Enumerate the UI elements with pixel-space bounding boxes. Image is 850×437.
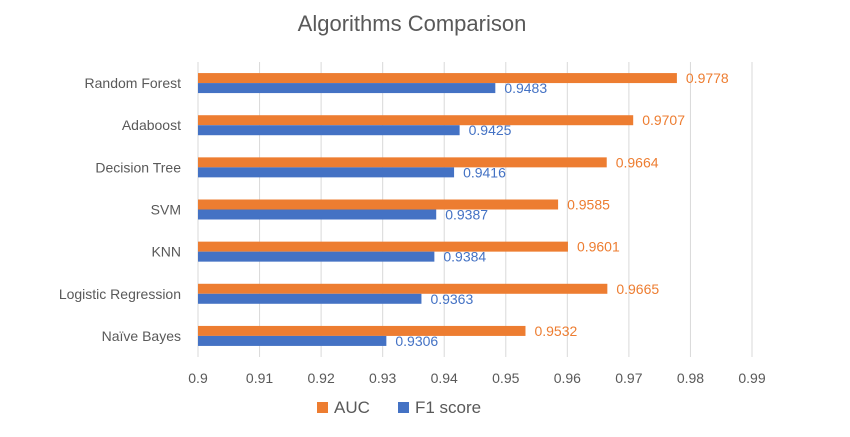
legend-swatch-auc	[317, 402, 328, 413]
x-tick-label: 0.98	[677, 370, 704, 386]
auc-bar-adaboost	[198, 115, 634, 126]
auc-bar-knn	[198, 241, 568, 252]
bars	[198, 73, 677, 346]
x-tick-label: 0.9	[188, 370, 208, 386]
category-label-decision-tree: Decision Tree	[95, 159, 181, 175]
category-label-svm: SVM	[151, 202, 181, 218]
x-tick-label: 0.99	[738, 370, 765, 386]
auc-data-label: 0.9707	[642, 112, 685, 128]
auc-bar-svm	[198, 199, 559, 210]
category-labels: Random Forest Adaboost Decision Tree SVM KNN…	[59, 75, 181, 344]
x-axis-ticks: 0.9 0.91 0.92 0.93 0.94 0.95 0.96 0.97 0.98 0.99	[188, 370, 766, 386]
auc-bar-decision-tree	[198, 157, 607, 168]
f1-score-bar-decision-tree	[198, 167, 455, 178]
auc-bar-naive-bayes	[198, 325, 526, 336]
f1-score-bar-logistic-regression	[198, 293, 422, 304]
f1-score-bar-random-forest	[198, 83, 496, 94]
x-tick-label: 0.97	[615, 370, 642, 386]
x-tick-label: 0.93	[369, 370, 396, 386]
category-label-knn: KNN	[151, 244, 181, 260]
auc-bar-random-forest	[198, 73, 677, 84]
x-tick-label: 0.96	[554, 370, 581, 386]
f1-score-bar-adaboost	[198, 125, 460, 136]
f1-score-data-label: 0.9363	[430, 291, 473, 307]
x-tick-label: 0.94	[431, 370, 458, 386]
legend-swatch-f1-score	[398, 402, 409, 413]
f1-score-data-label: 0.9416	[463, 164, 506, 180]
chart-title: Algorithms Comparison	[298, 11, 527, 36]
f1-score-data-label: 0.9384	[443, 249, 486, 265]
f1-score-data-label: 0.9387	[445, 207, 488, 223]
auc-data-label: 0.9778	[686, 70, 729, 86]
f1-score-data-label: 0.9306	[395, 333, 438, 349]
auc-data-label: 0.9532	[534, 323, 577, 339]
auc-data-label: 0.9585	[567, 197, 610, 213]
category-label-logistic-regression: Logistic Regression	[59, 286, 181, 302]
f1-score-data-label: 0.9425	[469, 122, 512, 138]
auc-data-label: 0.9601	[577, 239, 620, 255]
x-tick-label: 0.91	[246, 370, 273, 386]
f1-score-bar-svm	[198, 209, 437, 220]
auc-bar-logistic-regression	[198, 283, 608, 294]
category-label-adaboost: Adaboost	[122, 117, 181, 133]
f1-score-bar-knn	[198, 251, 435, 262]
x-tick-label: 0.92	[307, 370, 334, 386]
auc-data-label: 0.9664	[616, 154, 659, 170]
auc-data-label: 0.9665	[616, 281, 659, 297]
x-tick-label: 0.95	[492, 370, 519, 386]
f1-score-bar-naive-bayes	[198, 335, 387, 346]
legend: AUC F1 score	[317, 398, 481, 417]
legend-label-auc: AUC	[334, 398, 370, 417]
category-label-naive-bayes: Naïve Bayes	[102, 328, 181, 344]
data-labels: 0.9778 0.9483 0.9707 0.9425 0.9664 0.9416 0.95…	[395, 70, 729, 349]
f1-score-data-label: 0.9483	[504, 80, 547, 96]
category-label-random-forest: Random Forest	[85, 75, 182, 91]
legend-label-f1-score: F1 score	[415, 398, 481, 417]
